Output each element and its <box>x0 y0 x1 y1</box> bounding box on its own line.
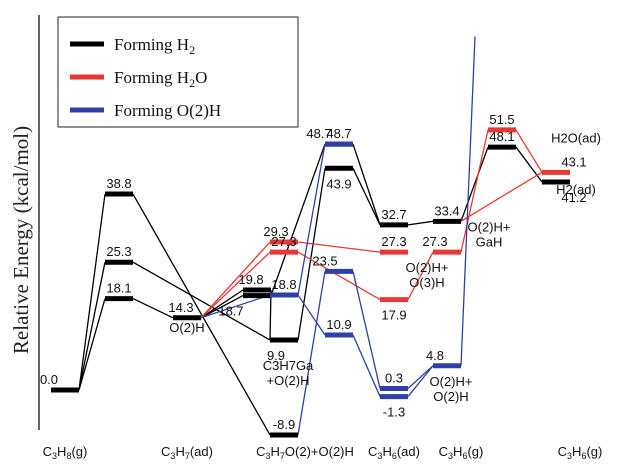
connector-f-h <box>269 289 272 341</box>
value-label-e: 14.3 <box>168 300 193 315</box>
x-label-5: C3H6(g) <box>558 444 603 461</box>
value-label-x: 48.7 <box>326 126 351 141</box>
connector-g-j <box>270 143 326 296</box>
connector-aa-ac <box>407 365 434 389</box>
value-label-v: 43.1 <box>561 154 586 169</box>
value-label-l: 32.7 <box>381 207 406 222</box>
connector-z-ab <box>352 334 381 397</box>
connector-d-e <box>132 298 174 319</box>
value-label-y: 23.5 <box>312 253 337 268</box>
y-axis-label: Relative Energy (kcal/mol) <box>9 126 33 354</box>
annotation-3: O(2)H+ <box>468 219 511 234</box>
x-label-4: C3H6(g) <box>439 444 484 461</box>
value-label-h: 9.9 <box>267 348 285 363</box>
annotation-5: O(2)H+ <box>406 260 449 275</box>
legend-label-H2: Forming H2 <box>114 35 195 57</box>
connector-w-x <box>297 143 326 296</box>
connector-u-v <box>515 129 543 173</box>
connector-i-y <box>297 271 326 436</box>
annotation-8: O(2)H <box>433 389 468 404</box>
connector-e-w <box>200 294 271 319</box>
connector-m-v <box>460 171 543 222</box>
annotation-2: +O(2)H <box>267 373 310 388</box>
connector-m-n <box>460 146 489 222</box>
x-axis-labels: C3H8(g) C3H7(ad) C3H7O(2)+O(2)H C3H6(ad) C3H… <box>43 444 603 461</box>
value-label-k: 43.9 <box>326 176 351 191</box>
connector-a-b <box>78 193 106 391</box>
value-label-t: 27.3 <box>422 234 447 249</box>
value-label-z: 10.9 <box>326 317 351 332</box>
connector-e-p <box>200 241 271 319</box>
value-label-aa: 0.3 <box>385 370 403 385</box>
connector-s-t <box>407 251 434 300</box>
connector-a-c <box>78 262 106 391</box>
annotation-10: H2(ad) <box>556 182 596 197</box>
legend-label-O2H: Forming O(2)H <box>114 101 221 120</box>
value-label-q: 27.3 <box>271 234 296 249</box>
connector-n-o <box>515 146 543 183</box>
value-label-n: 48.1 <box>489 129 514 144</box>
annotation-9: H2O(ad) <box>551 130 601 145</box>
connector-l-m <box>407 220 434 226</box>
value-label-d: 18.1 <box>106 281 131 296</box>
connector-e-f <box>200 289 244 319</box>
legend: Forming H2 Forming H2O Forming O(2)H <box>57 16 299 128</box>
annotation-7: O(2)H+ <box>430 374 473 389</box>
value-label-u: 51.5 <box>489 112 514 127</box>
annotation-4: GaH <box>476 234 503 249</box>
value-label-r: 27.3 <box>381 234 406 249</box>
annotations: O(2)HC3H7Ga+O(2)HO(2)H+GaHO(2)H+O(3)HO(2… <box>169 130 601 403</box>
annotation-6: O(3)H <box>409 275 444 290</box>
connector-t-u <box>460 129 489 253</box>
value-label-f: 19.8 <box>238 272 263 287</box>
value-label-s: 17.9 <box>381 308 406 323</box>
connector-e-g <box>200 294 244 319</box>
annotation-1: C3H7Ga <box>263 358 314 373</box>
connector-a-d <box>78 298 106 391</box>
connector-offscale <box>460 36 476 366</box>
connector-lines <box>78 36 543 436</box>
value-label-c: 25.3 <box>106 244 131 259</box>
x-label-3: C3H6(ad) <box>368 444 420 461</box>
annotation-0: O(2)H <box>169 320 204 335</box>
connector-ab-ac <box>407 365 434 397</box>
value-label-w: 18.8 <box>271 277 296 292</box>
value-label-i: -8.9 <box>273 417 295 432</box>
connector-q-s <box>297 251 381 301</box>
connector-c-h <box>132 261 271 341</box>
value-label-g: 18.7 <box>218 304 243 319</box>
value-label-ac: 4.8 <box>426 348 444 363</box>
connector-e-q <box>200 251 271 319</box>
value-label-p: 29.3 <box>263 224 288 239</box>
connector-j-l <box>352 143 381 226</box>
connector-b-i <box>132 193 271 436</box>
connector-w-z <box>297 294 326 336</box>
legend-label-H2O: Forming H2O <box>114 68 207 90</box>
value-label-ab: -1.3 <box>383 405 405 420</box>
value-label-a: 0.0 <box>40 372 58 387</box>
value-label-b: 38.8 <box>106 176 131 191</box>
connector-p-r <box>297 241 381 253</box>
x-label-1: C3H7(ad) <box>161 444 213 461</box>
connector-y-aa <box>352 271 381 389</box>
value-label-o: 41.2 <box>561 190 586 205</box>
connector-h-k <box>297 168 326 341</box>
x-label-2: C3H7O(2)+O(2)H <box>256 444 354 461</box>
value-label-m: 33.4 <box>434 203 459 218</box>
value-label-j: 48.7 <box>306 126 331 141</box>
value-labels: 0.0 38.8 25.3 18.1 14.3 19.8 18.7 9.9 -8.9 48.7 43… <box>40 112 587 432</box>
x-label-0: C3H8(g) <box>43 444 88 461</box>
connector-k-l <box>352 168 381 226</box>
energy-levels <box>51 127 570 438</box>
